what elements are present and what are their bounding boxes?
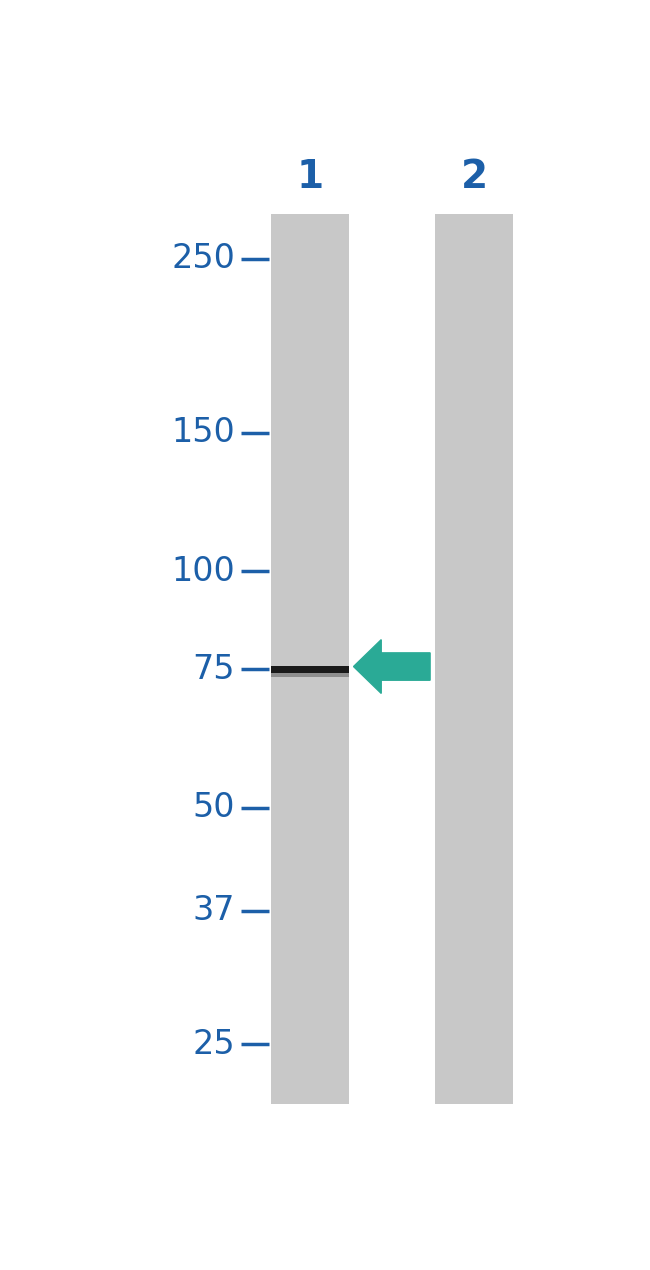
Text: 150: 150 [172,417,235,450]
Text: 100: 100 [172,555,235,588]
Text: 2: 2 [461,159,488,197]
Text: 50: 50 [192,791,235,824]
Bar [272,673,350,677]
Text: 75: 75 [192,653,235,686]
Bar [272,213,350,1104]
Bar [435,213,514,1104]
Text: 25: 25 [192,1027,235,1060]
FancyArrow shape [354,640,430,693]
Text: 1: 1 [297,159,324,197]
Text: 37: 37 [192,894,235,927]
Text: 250: 250 [171,243,235,276]
Bar [272,665,350,673]
